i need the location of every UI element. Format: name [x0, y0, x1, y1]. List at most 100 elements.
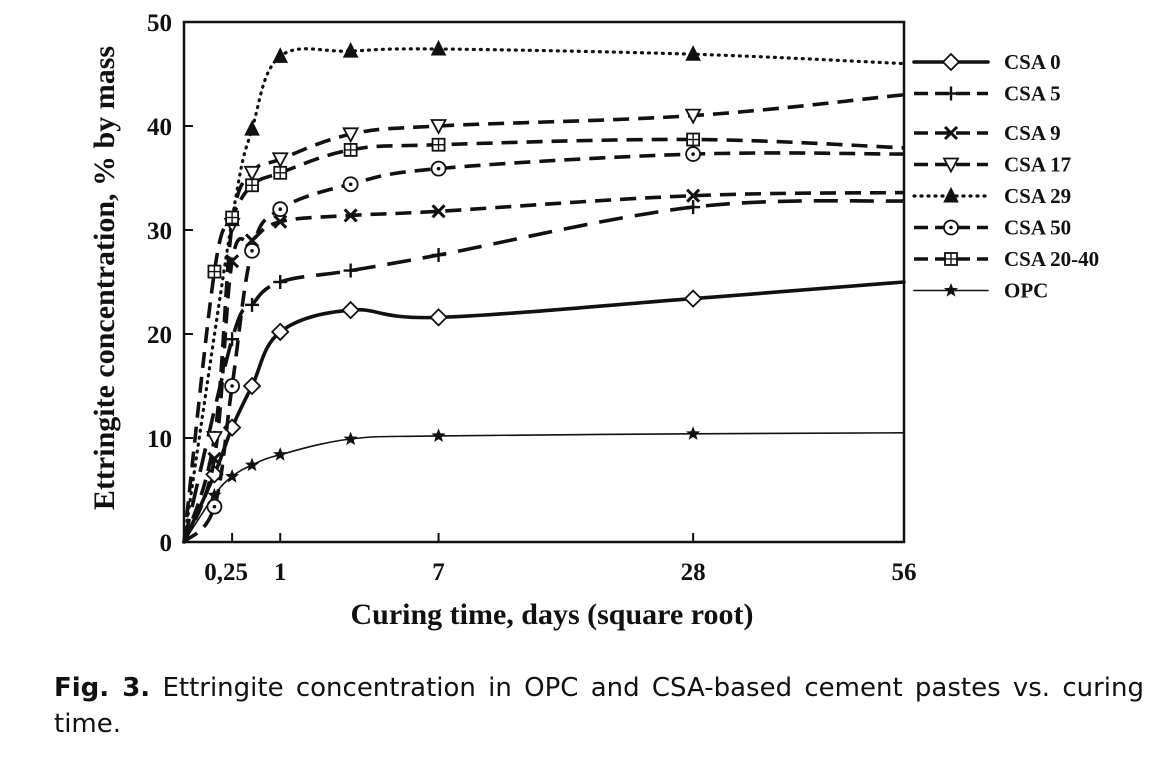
caption-label: Fig. 3. [54, 673, 151, 703]
point-csa-50-7-dot [691, 152, 695, 156]
point-csa-29-5 [430, 39, 447, 56]
legend-label-csa-50: CSA 50 [1004, 216, 1071, 240]
point-csa-9-6 [431, 204, 446, 219]
legend-item-opc: OPC [913, 279, 1048, 303]
point-opc-2 [225, 469, 240, 483]
point-csa-5-1 [225, 332, 240, 347]
x-axis-title: Curing time, days (square root) [350, 598, 753, 631]
point-csa-50-2-dot [230, 384, 234, 388]
series-line-csa-50 [182, 151, 905, 544]
point-csa-17-5 [342, 127, 360, 144]
point-csa-0-3 [242, 376, 262, 396]
point-csa-50-5 [342, 176, 359, 193]
x-tick-label-1: 1 [274, 559, 287, 586]
point-csa-5-4 [343, 263, 358, 278]
caption-text: Ettringite concentration in OPC and CSA-… [54, 673, 1144, 739]
point-csa-29-2 [244, 120, 260, 136]
point-csa-50-3-dot [250, 249, 254, 253]
point-csa-5-3 [273, 275, 288, 289]
y-tick-label-30: 30 [147, 218, 172, 245]
x-tick-label-56: 56 [892, 559, 917, 586]
series-csa-0 [182, 280, 906, 544]
plot-area: 0 10 20 30 40 50 0,25 1 7 28 56 [147, 10, 917, 586]
point-csa-50-6 [430, 160, 447, 177]
point-csa-5-5 [431, 247, 446, 262]
ticks-layer: 0 10 20 30 40 50 0,25 1 7 28 56 [147, 10, 917, 586]
point-csa-9-7 [686, 188, 701, 203]
x-tick-label-0-25: 0,25 [204, 559, 248, 586]
point-opc-4 [273, 447, 288, 461]
series-csa-9 [182, 188, 905, 543]
point-csa-20-40-1 [207, 264, 222, 279]
point-opc-3 [244, 457, 260, 472]
legend-label-csa-17: CSA 17 [1004, 153, 1071, 177]
point-csa-50-5-dot [348, 182, 353, 187]
legend-marker-csa-17 [942, 157, 960, 174]
figure-caption: Fig. 3. Ettringite concentration in OPC … [54, 670, 1144, 742]
point-csa-29-6 [685, 45, 701, 61]
legend-label-opc: OPC [1004, 279, 1048, 303]
point-opc-7 [686, 426, 701, 440]
point-csa-20-40-5 [343, 143, 358, 157]
point-csa-9-7-b [686, 188, 701, 203]
point-csa-0-4 [270, 322, 290, 342]
series-line-csa-5 [182, 198, 905, 543]
point-csa-0-7 [683, 289, 703, 308]
point-csa-17-4 [271, 152, 289, 169]
point-csa-0-5 [341, 300, 360, 320]
point-csa-9-6-b [431, 204, 446, 219]
series-layer [182, 39, 906, 544]
point-csa-5-6 [686, 200, 701, 215]
y-tick-label-50: 50 [147, 10, 172, 37]
point-csa-9-4 [273, 214, 288, 229]
legend-marker-csa-0 [941, 52, 961, 72]
legend: CSA 0 CSA 5 CSA 9 CSA 17 CSA 29 CSA 50 CSA 20-… [912, 50, 1099, 303]
series-line-opc [183, 432, 905, 543]
series-csa-20-40 [182, 132, 905, 543]
point-csa-17-7 [684, 108, 702, 125]
point-csa-5-2 [245, 297, 260, 312]
point-csa-50-3 [244, 242, 260, 259]
point-opc-1 [207, 487, 222, 502]
legend-marker-csa-5 [944, 86, 958, 101]
series-line-csa-9 [182, 190, 905, 543]
point-csa-17-6 [430, 119, 448, 135]
legend-marker-csa-9-b [943, 125, 959, 141]
point-csa-50-2 [224, 378, 241, 394]
legend-item-csa-5: CSA 5 [914, 82, 1061, 106]
series-csa-50 [182, 146, 905, 544]
y-tick-label-20: 20 [147, 322, 172, 349]
point-csa-29-4 [342, 42, 359, 58]
y-tick-label-10: 10 [147, 426, 172, 453]
legend-label-csa-29: CSA 29 [1004, 184, 1071, 208]
point-csa-20-40-7 [686, 132, 701, 147]
legend-item-csa-9: CSA 9 [914, 121, 1061, 145]
point-csa-50-6-dot [436, 166, 441, 171]
legend-marker-csa-50 [943, 219, 959, 236]
legend-label-csa-0: CSA 0 [1004, 50, 1061, 74]
y-tick-label-0: 0 [160, 530, 173, 557]
legend-label-csa-5: CSA 5 [1004, 82, 1061, 106]
point-csa-50-1-dot [212, 504, 217, 509]
point-csa-50-7 [685, 146, 702, 162]
point-csa-9-5 [343, 208, 358, 223]
x-tick-label-28: 28 [681, 559, 706, 586]
legend-item-csa-17: CSA 17 [914, 153, 1071, 177]
point-opc-6 [431, 428, 446, 442]
point-csa-29-3 [272, 47, 289, 63]
legend-item-csa-29: CSA 29 [912, 184, 1071, 208]
ettringite-chart: 0 10 20 30 40 50 0,25 1 7 28 56 Curing time, days … [88, 10, 1099, 631]
point-csa-20-40-4 [273, 165, 288, 180]
legend-item-csa-20-40: CSA 20-40 [914, 247, 1099, 271]
point-csa-20-40-2 [225, 210, 240, 225]
legend-item-csa-50: CSA 50 [914, 216, 1071, 240]
legend-marker-csa-29 [943, 186, 959, 203]
y-axis-title: Ettringite concentration, % by mass [88, 46, 121, 510]
point-csa-50-4 [272, 201, 289, 218]
series-csa-5 [182, 198, 905, 543]
point-csa-9-4-b [273, 214, 288, 229]
point-csa-20-40-3 [245, 178, 259, 193]
legend-label-csa-9: CSA 9 [1004, 121, 1061, 145]
legend-marker-csa-50-dot [949, 225, 953, 230]
legend-marker-opc [943, 283, 959, 297]
